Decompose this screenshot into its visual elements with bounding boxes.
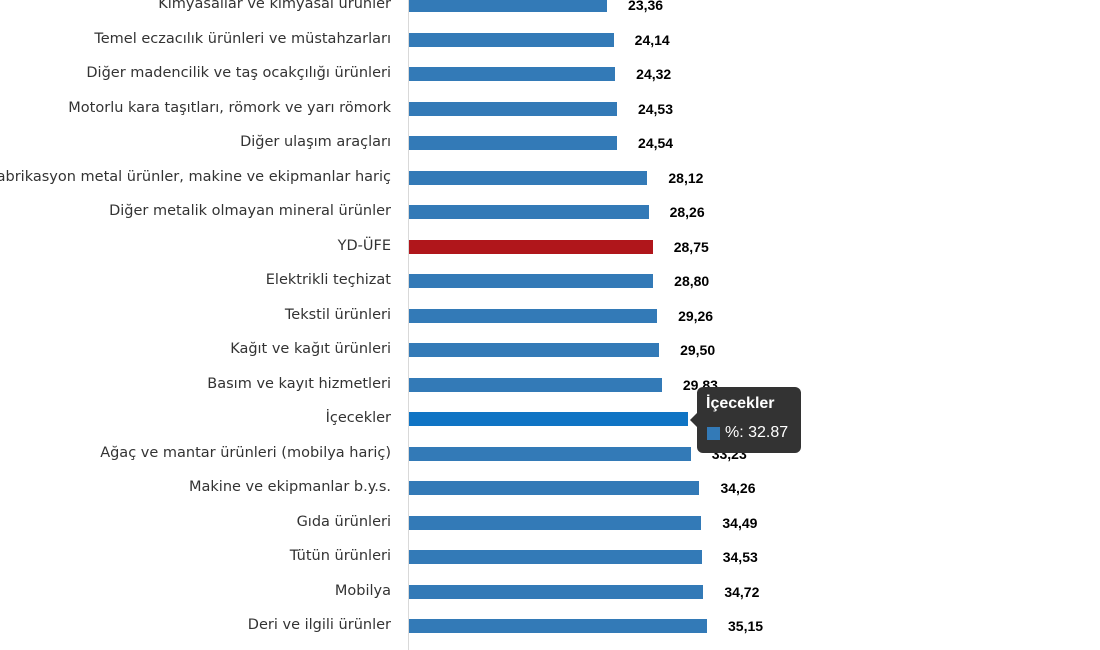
category-label: Makine ve ekipmanlar b.y.s.	[189, 479, 391, 495]
category-label: İçecekler	[325, 410, 391, 426]
bar[interactable]	[409, 32, 614, 47]
category-label: YD-ÜFE	[337, 237, 391, 254]
data-label: 24,53	[637, 100, 673, 117]
data-label: 29,26	[678, 307, 714, 324]
data-label: 28,80	[674, 273, 710, 289]
data-label: 24,14	[634, 31, 670, 48]
tooltip-value: %: 32.87	[725, 424, 789, 441]
category-label: Elektrikli teçhizat	[265, 272, 391, 288]
bar[interactable]	[409, 101, 617, 116]
bar[interactable]	[409, 0, 608, 12]
category-label: Kağıt ve kağıt ürünleri	[230, 341, 391, 357]
category-label: Diğer metalik olmayan mineral ürünler	[109, 203, 391, 219]
data-label: 24,32	[636, 66, 672, 82]
category-label: Fabrikasyon metal ürünler, makine ve eki…	[0, 168, 391, 185]
bar[interactable]	[409, 619, 707, 633]
category-label: Tütün ürünleri	[289, 548, 391, 564]
data-label: 28,75	[673, 238, 709, 255]
category-label: Motorlu kara taşıtları, römork ve yarı r…	[68, 99, 391, 116]
data-label: 29,50	[680, 342, 716, 358]
bar[interactable]	[409, 170, 648, 185]
data-label: 34,53	[722, 549, 758, 565]
category-label: Basım ve kayıt hizmetleri	[207, 375, 391, 392]
category-label: Kimyasallar ve kimyasal ürünler	[158, 0, 391, 12]
bar[interactable]	[409, 67, 616, 81]
bar[interactable]	[409, 584, 704, 599]
bar[interactable]	[409, 377, 662, 392]
data-label: 34,26	[720, 480, 756, 496]
category-label: Tekstil ürünleri	[284, 306, 391, 323]
bar[interactable]	[409, 446, 691, 461]
bar[interactable]	[409, 136, 618, 150]
category-label: Diğer ulaşım araçları	[240, 134, 391, 150]
tooltip-swatch	[707, 427, 720, 440]
category-label: Ağaç ve mantar ürünleri (mobilya hariç)	[100, 444, 391, 461]
bar[interactable]	[409, 481, 700, 495]
bar[interactable]	[409, 308, 658, 323]
data-label: 34,72	[724, 583, 760, 600]
y-axis-line	[408, 0, 409, 650]
bar[interactable]	[409, 274, 654, 288]
data-label: 24,54	[638, 135, 674, 151]
category-label: Deri ve ilgili ürünler	[247, 617, 391, 633]
tooltip-title: İçecekler	[706, 395, 775, 412]
data-label: 28,26	[669, 204, 705, 220]
data-label: 28,12	[668, 169, 704, 186]
data-label: 23,36	[628, 0, 664, 13]
data-label: 35,15	[728, 618, 764, 634]
bar[interactable]	[409, 343, 660, 357]
bar[interactable]	[409, 412, 688, 426]
category-label: Gıda ürünleri	[296, 513, 391, 530]
bar[interactable]	[409, 515, 702, 530]
bar[interactable]	[409, 205, 649, 219]
category-label: Temel eczacılık ürünleri ve müstahzarlar…	[94, 30, 391, 47]
tooltip: İçecekler %: 32.87	[690, 387, 801, 453]
bar[interactable]	[409, 239, 653, 254]
bar[interactable]	[409, 550, 702, 564]
category-label: Mobilya	[334, 582, 391, 599]
data-label: 34,49	[722, 514, 758, 531]
category-label: Diğer madencilik ve taş ocakçılığı ürünl…	[86, 65, 391, 81]
